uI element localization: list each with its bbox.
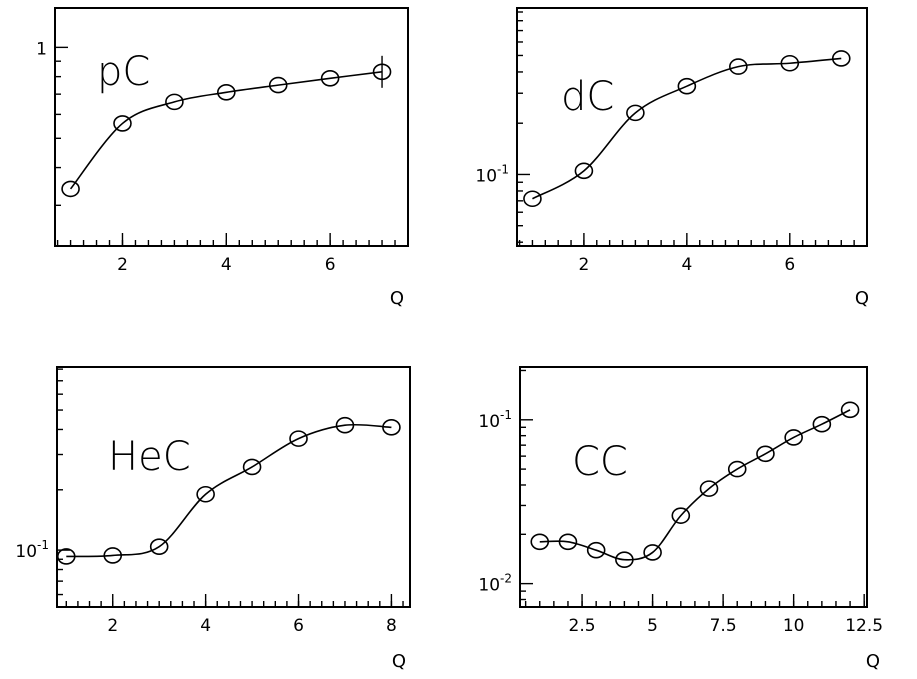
x-tick-label: 4 [221, 255, 232, 275]
x-tick-label: 8 [386, 616, 397, 636]
data-point [780, 54, 800, 72]
data-point [586, 541, 606, 559]
x-tick-label: 4 [200, 616, 211, 636]
plot-frame [516, 7, 868, 247]
data-point [382, 419, 401, 436]
y-tick-label: 10-1 [478, 408, 512, 432]
x-tick-label: 10 [783, 616, 805, 636]
x-tick-label: 6 [325, 255, 336, 275]
data-point [523, 190, 542, 208]
data-point [335, 416, 355, 434]
data-point [530, 533, 550, 551]
series-line [539, 409, 851, 561]
series-line [66, 423, 392, 558]
x-tick-label: 4 [681, 255, 692, 275]
data-point [149, 538, 169, 555]
chart-panel-hec: 2 4 6 8 10-1 HeC Q [15, 366, 411, 672]
y-tick-label: 10-2 [478, 572, 512, 596]
plot-frame [519, 366, 868, 608]
y-tick-label: 10-1 [15, 538, 49, 562]
x-tick-label: 2 [107, 616, 118, 636]
data-point [756, 445, 775, 463]
x-axis-label: Q [392, 651, 406, 672]
series-line [532, 57, 842, 200]
data-point [615, 551, 634, 568]
data-point [558, 533, 578, 551]
data-point [574, 162, 594, 180]
x-tick-label: 2 [117, 255, 128, 275]
data-point [61, 180, 80, 198]
chart-panel-dc: 2 4 6 10-1 dC Q [475, 7, 869, 309]
data-point [727, 460, 747, 478]
series-line [69, 71, 383, 190]
data-point [840, 401, 860, 419]
data-point [812, 415, 832, 433]
data-point [103, 547, 123, 564]
panel-title: HeC [108, 434, 191, 480]
data-point [196, 485, 215, 503]
data-point [289, 430, 308, 447]
plot-frame [54, 7, 409, 247]
data-point [268, 76, 288, 94]
data-point [242, 458, 262, 476]
data-point [831, 50, 851, 67]
data-point [56, 548, 76, 565]
y-tick-label: 10-1 [475, 162, 509, 186]
x-axis-label: Q [855, 288, 869, 309]
chart-panel-pc: 2 4 6 1 pC Q [36, 7, 409, 309]
data-point [626, 104, 645, 122]
data-point [677, 77, 697, 95]
panel-title: pC [97, 49, 150, 95]
x-tick-label: 6 [293, 616, 304, 636]
data-point [643, 544, 662, 561]
x-tick-label: 5 [647, 616, 658, 636]
plot-frame [56, 366, 411, 608]
y-tick-label: 1 [36, 39, 47, 59]
panel-title: dC [561, 74, 614, 120]
data-point [671, 507, 691, 524]
x-tick-label: 2.5 [569, 616, 596, 636]
data-point [165, 93, 184, 111]
panel-title: CC [572, 439, 628, 485]
data-point [784, 429, 803, 446]
x-tick-label: 2 [578, 255, 589, 275]
data-point [729, 58, 748, 75]
chart-panel-cc: 2.5 5 7.5 10 12.5 10-1 10-2 CC Q [478, 366, 883, 672]
x-axis-label: Q [866, 651, 880, 672]
data-point [699, 480, 719, 497]
data-point [113, 115, 132, 132]
data-point [320, 69, 340, 87]
x-tick-label: 12.5 [845, 616, 883, 636]
x-axis-label: Q [390, 288, 404, 309]
x-tick-label: 6 [784, 255, 795, 275]
data-point [217, 83, 236, 101]
x-tick-label: 7.5 [710, 616, 737, 636]
